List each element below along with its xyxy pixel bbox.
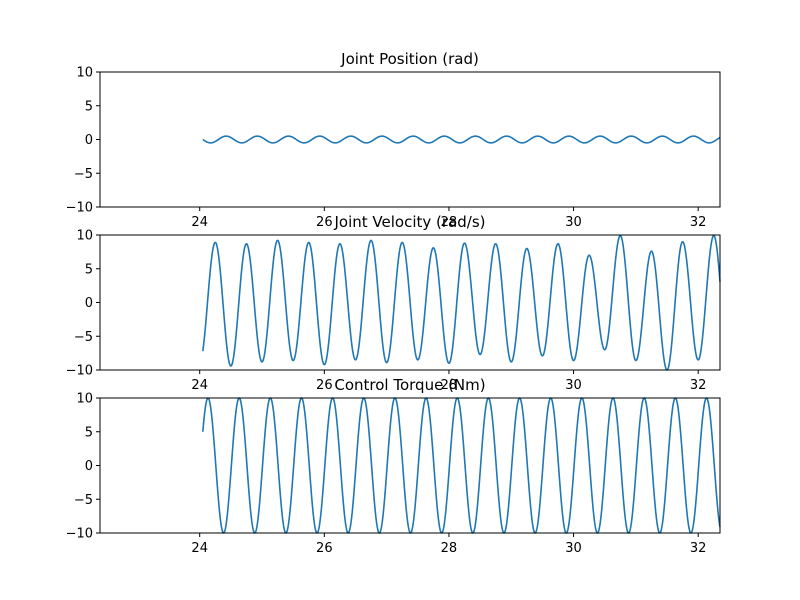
y-tick-label: 5 [85, 425, 93, 440]
panel-joint-velocity: 24 26 28 30 32 10 5 0 −5 −10 Joint Velocity (rad/… [66, 213, 721, 394]
x-tick-label: 32 [690, 541, 707, 556]
ticks-group: 24 26 28 30 32 10 5 0 −5 −10 [66, 66, 707, 231]
x-tick-label: 32 [690, 378, 707, 393]
series-group [202, 397, 721, 534]
ticks-group: 24 26 28 30 32 10 5 0 −5 −10 [66, 229, 707, 394]
ticks-group: 24 26 28 30 32 10 5 0 −5 −10 [66, 392, 707, 557]
panel-joint-position: Joint Position (rad) 24 26 28 30 32 10 5 0 −5 −10 [66, 50, 721, 231]
y-tick-label: 5 [85, 262, 93, 277]
x-tick-label: 24 [191, 541, 208, 556]
axes-frame [99, 397, 721, 534]
y-tick-label: −10 [66, 201, 93, 216]
axes-frame [99, 71, 721, 208]
y-tick-label: −5 [74, 167, 93, 182]
chart-title: Control Torque (Nm) [334, 376, 485, 394]
x-tick-label: 28 [441, 378, 458, 393]
y-tick-label: −5 [74, 493, 93, 508]
panel-control-torque: 24 26 28 30 32 10 5 0 −5 −10 Control Torque (Nm) [66, 376, 721, 557]
axes-frame [99, 234, 721, 371]
x-tick-label: 26 [316, 215, 333, 230]
y-tick-label: −10 [66, 527, 93, 542]
chart-title: Joint Velocity (rad/s) [334, 213, 486, 231]
x-tick-label: 26 [316, 378, 333, 393]
x-tick-label: 24 [191, 215, 208, 230]
y-tick-label: 5 [85, 99, 93, 114]
y-tick-label: 0 [85, 133, 93, 148]
y-tick-label: 10 [76, 392, 93, 407]
y-tick-label: 0 [85, 296, 93, 311]
x-tick-label: 28 [441, 541, 458, 556]
x-tick-label: 32 [690, 215, 707, 230]
chart-title: Joint Position (rad) [340, 50, 479, 68]
x-tick-label: 24 [191, 378, 208, 393]
series-group [202, 135, 721, 144]
y-tick-label: 10 [76, 66, 93, 81]
x-tick-label: 26 [316, 541, 333, 556]
y-tick-label: −5 [74, 330, 93, 345]
y-tick-label: 10 [76, 229, 93, 244]
series-line [202, 234, 721, 371]
x-tick-label: 30 [565, 541, 582, 556]
series-line [202, 397, 721, 534]
y-tick-label: 0 [85, 459, 93, 474]
series-line [202, 135, 721, 144]
x-tick-label: 28 [441, 215, 458, 230]
x-tick-label: 30 [565, 215, 582, 230]
y-tick-label: −10 [66, 364, 93, 379]
x-tick-label: 30 [565, 378, 582, 393]
series-group [202, 234, 721, 371]
